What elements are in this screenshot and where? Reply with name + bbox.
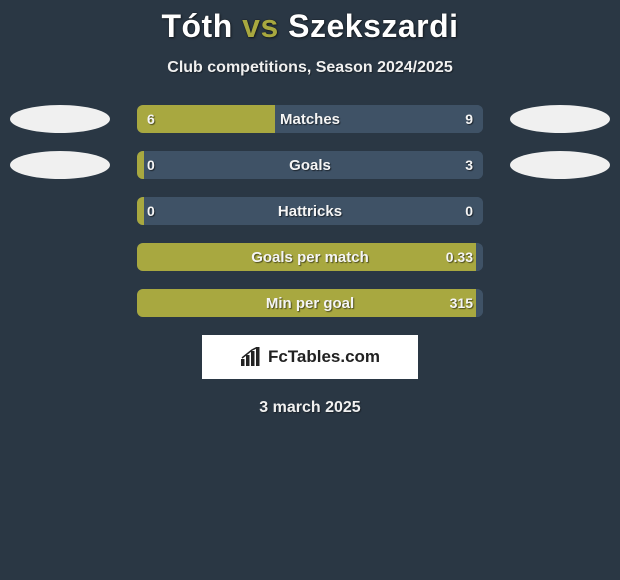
stat-row: Min per goal315 (0, 289, 620, 317)
comparison-widget: Tóth vs Szekszardi Club competitions, Se… (0, 0, 620, 417)
bar-right-fill (476, 243, 483, 271)
player2-ellipse (510, 105, 610, 133)
bar-left-fill (137, 289, 476, 317)
bar-right-fill (144, 197, 483, 225)
logo-inner: FcTables.com (240, 347, 380, 367)
player1-ellipse (10, 243, 110, 271)
subtitle: Club competitions, Season 2024/2025 (0, 59, 620, 77)
bar-right-fill (275, 105, 483, 133)
stat-row: 0Hattricks0 (0, 197, 620, 225)
stat-rows: 6Matches9 0Goals3 0Hattricks0 Goals per mat… (0, 105, 620, 317)
player1-ellipse (10, 105, 110, 133)
chart-icon (240, 347, 262, 367)
stat-row: 6Matches9 (0, 105, 620, 133)
bar-right-fill (476, 289, 483, 317)
stat-bar: 0Hattricks0 (137, 197, 483, 225)
stat-row: 0Goals3 (0, 151, 620, 179)
bar-left-fill (137, 197, 144, 225)
player1-ellipse (10, 289, 110, 317)
bar-left-fill (137, 151, 144, 179)
bar-left-fill (137, 243, 476, 271)
bar-left-fill (137, 105, 275, 133)
player2-ellipse (510, 243, 610, 271)
stat-bar: 6Matches9 (137, 105, 483, 133)
vs-label: vs (242, 8, 279, 44)
player1-ellipse (10, 151, 110, 179)
stat-row: Goals per match0.33 (0, 243, 620, 271)
player2-ellipse (510, 151, 610, 179)
date-label: 3 march 2025 (0, 399, 620, 417)
stat-bar: Goals per match0.33 (137, 243, 483, 271)
player2-ellipse (510, 197, 610, 225)
stat-bar: Min per goal315 (137, 289, 483, 317)
bar-right-fill (144, 151, 483, 179)
logo-badge[interactable]: FcTables.com (202, 335, 418, 379)
stat-bar: 0Goals3 (137, 151, 483, 179)
player2-ellipse (510, 289, 610, 317)
player1-name: Tóth (161, 8, 232, 44)
player1-ellipse (10, 197, 110, 225)
logo-text: FcTables.com (268, 347, 380, 367)
player2-name: Szekszardi (288, 8, 458, 44)
page-title: Tóth vs Szekszardi (0, 8, 620, 45)
